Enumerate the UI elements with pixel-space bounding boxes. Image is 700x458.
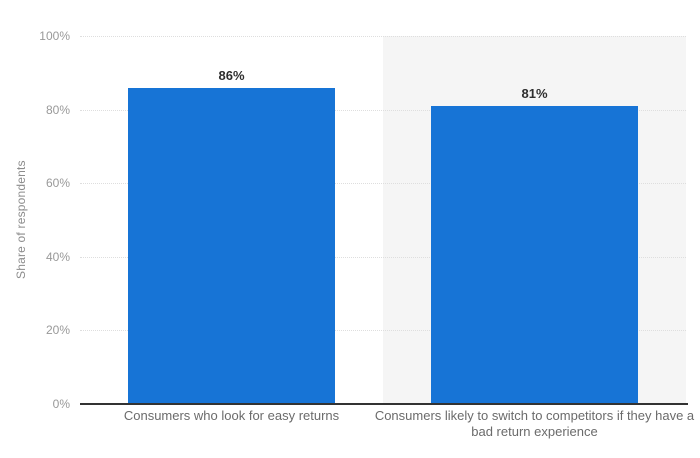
- bar[interactable]: [128, 87, 335, 404]
- gridline: [80, 330, 686, 332]
- x-category-label: Consumers who look for easy returns: [67, 408, 397, 424]
- y-tick-label: 20%: [45, 323, 70, 338]
- x-category-label-line: Consumers who look for easy returns: [123, 408, 340, 423]
- x-category-label-line: Consumers likely to switch to competitor…: [374, 408, 695, 423]
- y-tick-label: 100%: [39, 29, 70, 43]
- y-tick-label: 40%: [45, 249, 70, 264]
- y-tick-label: 0%: [52, 397, 70, 411]
- bar-value-label: 81%: [521, 85, 548, 101]
- bar[interactable]: [431, 105, 638, 404]
- gridline: [80, 256, 686, 258]
- y-tick-label: 80%: [45, 102, 70, 117]
- x-category-label-line: bad return experience: [471, 424, 598, 439]
- gridline: [80, 183, 686, 185]
- y-axis-title: Share of respondents: [14, 160, 28, 280]
- gridline: [80, 109, 686, 111]
- y-tick-label: 60%: [45, 176, 70, 191]
- gridline: [80, 36, 686, 37]
- x-category-label: Consumers likely to switch to competitor…: [370, 408, 700, 440]
- plot-area: 86% 81%: [80, 36, 686, 404]
- bar-value-label: 86%: [218, 67, 245, 83]
- x-axis-line: [80, 403, 688, 405]
